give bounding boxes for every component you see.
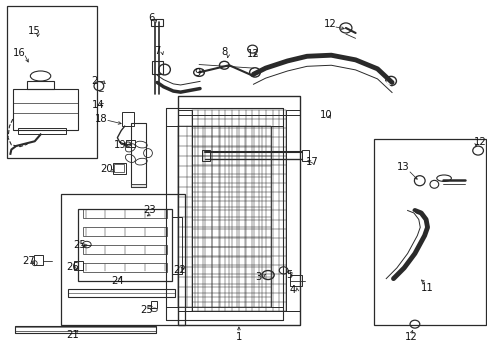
Bar (126, 140, 135, 147)
Text: 16: 16 (13, 48, 25, 58)
Text: 21: 21 (66, 330, 79, 340)
Text: 17: 17 (305, 157, 318, 167)
Text: 26: 26 (66, 262, 79, 272)
Text: 12: 12 (323, 19, 336, 29)
Text: 13: 13 (396, 162, 408, 172)
Bar (178, 311, 299, 325)
Text: 19: 19 (113, 140, 126, 150)
Bar (270, 126, 282, 307)
Bar (83, 245, 166, 254)
Bar (131, 123, 145, 187)
Bar (171, 217, 181, 274)
Bar (178, 96, 299, 116)
Bar (165, 126, 178, 307)
Bar (373, 139, 485, 325)
Text: 9: 9 (194, 68, 200, 78)
Text: 7: 7 (154, 46, 161, 56)
Text: 25: 25 (73, 240, 86, 250)
Bar (83, 263, 166, 272)
Bar (131, 184, 145, 187)
Bar (34, 255, 43, 265)
Text: 25: 25 (140, 305, 153, 315)
Bar (178, 110, 191, 311)
Text: 20: 20 (100, 164, 113, 174)
Bar (74, 261, 82, 270)
Text: 22: 22 (173, 265, 185, 275)
Bar (151, 19, 163, 26)
Bar (61, 194, 185, 325)
Text: 14: 14 (91, 100, 104, 110)
Text: 1: 1 (235, 332, 242, 342)
Text: 12: 12 (404, 332, 417, 342)
Text: 11: 11 (420, 283, 433, 293)
Bar (178, 96, 299, 325)
Bar (18, 128, 66, 134)
Text: 6: 6 (148, 13, 154, 23)
Bar (83, 210, 166, 219)
Bar (78, 210, 171, 281)
Text: 18: 18 (95, 114, 107, 124)
Text: 23: 23 (143, 206, 156, 216)
Bar (68, 289, 174, 297)
Bar (114, 164, 124, 172)
Bar (302, 150, 309, 161)
Bar (202, 150, 209, 161)
Text: 12: 12 (473, 138, 486, 147)
Bar (165, 307, 282, 320)
Text: 12: 12 (246, 49, 259, 59)
Bar (122, 112, 134, 126)
Text: 10: 10 (320, 110, 332, 120)
Bar (165, 108, 282, 320)
Bar (112, 163, 126, 174)
Text: 3: 3 (255, 272, 261, 282)
Bar (151, 301, 157, 309)
Text: 24: 24 (111, 276, 123, 286)
Bar (6, 6, 97, 158)
Bar (165, 108, 282, 126)
Bar (285, 110, 299, 311)
Bar (27, 81, 54, 89)
Text: 27: 27 (22, 256, 35, 266)
Text: 8: 8 (221, 47, 227, 57)
Text: 15: 15 (27, 26, 40, 36)
Bar (83, 227, 166, 236)
Text: 2: 2 (91, 76, 98, 86)
Text: 5: 5 (285, 270, 291, 280)
Bar (152, 60, 162, 74)
Bar (13, 89, 78, 130)
Bar (289, 275, 302, 286)
Bar (15, 326, 156, 333)
Text: 4: 4 (289, 285, 295, 296)
